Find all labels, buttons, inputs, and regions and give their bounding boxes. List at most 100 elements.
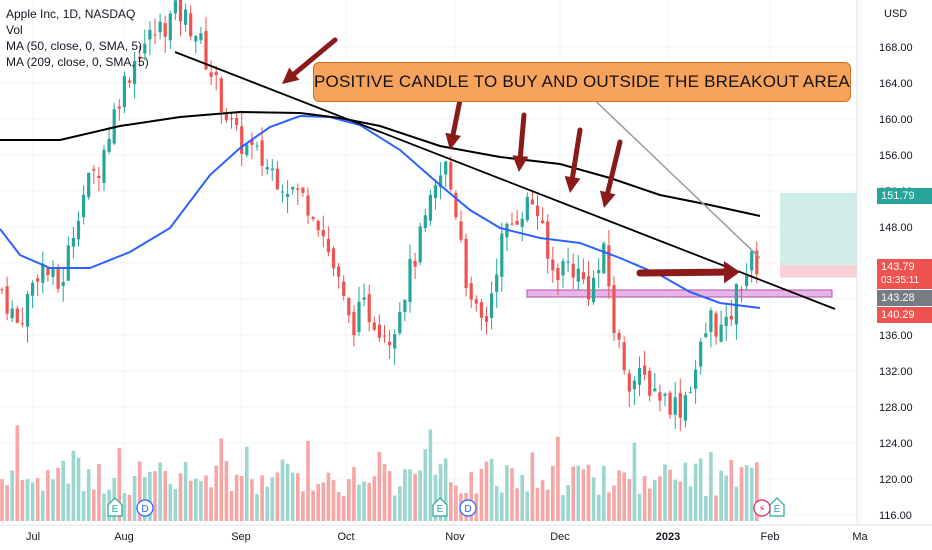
- candle-body: [229, 117, 234, 120]
- volume-bar: [688, 486, 693, 521]
- volume-bar: [576, 465, 581, 521]
- annotation-callout[interactable]: POSITIVE CANDLE TO BUY AND OUTSIDE THE B…: [313, 62, 851, 102]
- volume-bar: [443, 458, 448, 521]
- volume-bar: [199, 481, 203, 521]
- candle-body: [709, 310, 713, 332]
- candle-body: [117, 106, 121, 109]
- volume-bar: [301, 491, 305, 521]
- candle-body: [92, 168, 96, 171]
- volume-bar: [25, 479, 30, 521]
- candle-body: [403, 299, 407, 313]
- annotation-arrows: [282, 37, 740, 284]
- candle-body: [265, 167, 269, 170]
- candle-body: [643, 365, 647, 375]
- candle-body: [597, 269, 601, 274]
- candle-body: [36, 278, 40, 282]
- arrow-head: [723, 260, 740, 284]
- volume-bar: [693, 463, 698, 521]
- candle-body: [755, 250, 759, 275]
- candle-body: [296, 188, 300, 190]
- arrow-shaft: [291, 37, 338, 77]
- y-tick-label: 156.00: [879, 150, 913, 162]
- volume-bar: [545, 489, 550, 521]
- volume-bar: [71, 450, 76, 521]
- candle-body: [688, 392, 693, 394]
- volume-bar: [0, 479, 4, 521]
- volume-bar: [81, 491, 86, 521]
- volume-bar: [168, 484, 173, 521]
- x-tick-label: Nov: [445, 531, 465, 543]
- volume-bar: [668, 469, 672, 521]
- candle-body: [576, 268, 580, 282]
- volume-bar: [296, 473, 300, 521]
- candle-body: [530, 199, 534, 205]
- volume-bar: [408, 469, 412, 521]
- arrow-shaft: [517, 112, 527, 159]
- current-price-value: 143.79: [881, 261, 915, 273]
- volume-bar: [739, 467, 744, 521]
- candle-body: [556, 267, 560, 281]
- volume-bar: [647, 488, 652, 521]
- candle-body: [280, 191, 285, 193]
- countdown-value: 03:35:11: [881, 275, 920, 286]
- volume-bar: [377, 451, 382, 521]
- candle-body: [704, 333, 708, 338]
- candle-body: [97, 175, 101, 179]
- volume-bar: [122, 493, 127, 521]
- stop-price-value: 140.29: [881, 309, 915, 321]
- volume-bar: [627, 479, 632, 521]
- earnings-icon: [432, 497, 448, 517]
- volume-bar: [561, 495, 565, 521]
- volume-bar: [61, 460, 65, 521]
- volume-bar: [5, 485, 9, 521]
- volume-bar: [86, 469, 91, 521]
- dividend-icon: [136, 499, 154, 517]
- candle-body: [235, 118, 239, 126]
- candle-body: [561, 261, 565, 276]
- arrow-head: [599, 190, 616, 208]
- volume-bar: [566, 484, 570, 521]
- volume-bars: [0, 425, 759, 521]
- candle-body: [240, 126, 244, 154]
- arrow-head: [282, 67, 300, 84]
- candle-body: [398, 312, 402, 334]
- volume-bar: [653, 480, 657, 521]
- volume-bar: [423, 449, 428, 521]
- volume-bar: [321, 482, 326, 521]
- y-tick-label: 120.00: [879, 474, 913, 486]
- candle-body: [459, 221, 463, 240]
- currency-label: USD: [884, 8, 908, 20]
- volume-bar: [571, 466, 575, 521]
- candle-body: [520, 218, 524, 227]
- lightning-icon: [753, 499, 771, 517]
- volume-bar: [35, 478, 40, 521]
- candle-body: [694, 369, 698, 389]
- volume-bar: [372, 476, 377, 521]
- candle-body: [56, 268, 60, 289]
- candle-body: [658, 392, 662, 401]
- volume-bar: [20, 480, 25, 521]
- earnings-icon: [107, 497, 123, 517]
- candle-body: [510, 223, 514, 225]
- volume-bar: [194, 478, 198, 521]
- candle-body: [729, 315, 733, 320]
- chart-legend: Apple Inc, 1D, NASDAQ Vol MA (50, close,…: [6, 6, 149, 70]
- candle-body: [250, 139, 254, 145]
- volume-bar: [158, 462, 162, 521]
- volume-bar: [41, 490, 45, 521]
- volume-bar: [642, 476, 647, 521]
- candle-body: [255, 145, 259, 147]
- candle-body: [153, 34, 157, 36]
- volume-bar: [413, 473, 417, 521]
- volume-bar: [540, 480, 545, 521]
- candle-body: [449, 162, 453, 190]
- candle-body: [546, 221, 550, 259]
- candle-body: [739, 289, 744, 291]
- volume-bar: [311, 490, 315, 521]
- candle-body: [31, 282, 35, 296]
- candle-body: [668, 392, 672, 415]
- y-tick-label: 128.00: [879, 402, 913, 414]
- volume-bar: [591, 477, 596, 521]
- candle-body: [444, 161, 448, 175]
